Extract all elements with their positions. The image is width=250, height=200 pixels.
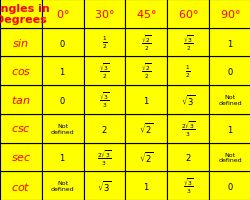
Text: $1$: $1$ <box>59 66 66 77</box>
Bar <box>42 0 83 29</box>
Bar <box>125 29 167 57</box>
Text: $sin$: $sin$ <box>12 37 29 49</box>
Text: $0$: $0$ <box>59 37 66 48</box>
Text: $\frac{\sqrt{3}}{3}$: $\frac{\sqrt{3}}{3}$ <box>99 90 110 110</box>
Text: $\frac{1}{2}$: $\frac{1}{2}$ <box>185 63 190 80</box>
Bar <box>83 171 125 200</box>
Bar <box>0 143 42 171</box>
Text: $\frac{2\sqrt{3}}{3}$: $\frac{2\sqrt{3}}{3}$ <box>97 148 112 167</box>
Bar <box>208 57 250 86</box>
Text: Not
defined: Not defined <box>51 180 74 191</box>
Text: $1$: $1$ <box>142 180 149 191</box>
Bar <box>83 114 125 143</box>
Bar <box>167 86 208 114</box>
Text: $\frac{\sqrt{3}}{2}$: $\frac{\sqrt{3}}{2}$ <box>182 33 193 52</box>
Bar <box>83 86 125 114</box>
Bar <box>0 57 42 86</box>
Text: $cot$: $cot$ <box>11 180 30 192</box>
Bar <box>167 171 208 200</box>
Bar <box>167 29 208 57</box>
Bar <box>0 171 42 200</box>
Bar <box>42 29 83 57</box>
Bar <box>125 86 167 114</box>
Text: $30°$: $30°$ <box>94 8 114 20</box>
Text: $\frac{\sqrt{2}}{2}$: $\frac{\sqrt{2}}{2}$ <box>140 33 151 52</box>
Bar <box>167 0 208 29</box>
Text: $45°$: $45°$ <box>136 8 156 20</box>
Bar <box>125 57 167 86</box>
Bar <box>0 29 42 57</box>
Text: $csc$: $csc$ <box>11 124 31 134</box>
Text: $cos$: $cos$ <box>11 66 31 76</box>
Text: $\frac{\sqrt{3}}{2}$: $\frac{\sqrt{3}}{2}$ <box>99 62 110 81</box>
Bar <box>83 0 125 29</box>
Bar <box>167 114 208 143</box>
Bar <box>125 143 167 171</box>
Bar <box>208 86 250 114</box>
Bar <box>0 114 42 143</box>
Text: $0°$: $0°$ <box>56 8 69 20</box>
Bar <box>0 86 42 114</box>
Bar <box>208 0 250 29</box>
Text: Not
defined: Not defined <box>51 123 74 134</box>
Bar <box>42 114 83 143</box>
Text: $tan$: $tan$ <box>11 94 30 106</box>
Bar <box>83 57 125 86</box>
Text: $2$: $2$ <box>184 152 191 163</box>
Text: $\sqrt{3}$: $\sqrt{3}$ <box>97 178 112 193</box>
Bar <box>167 143 208 171</box>
Bar <box>125 0 167 29</box>
Text: $\frac{1}{2}$: $\frac{1}{2}$ <box>101 35 107 51</box>
Bar <box>83 29 125 57</box>
Bar <box>208 171 250 200</box>
Bar <box>42 57 83 86</box>
Text: $\sqrt{2}$: $\sqrt{2}$ <box>138 121 153 136</box>
Bar <box>125 114 167 143</box>
Bar <box>125 171 167 200</box>
Text: $1$: $1$ <box>142 95 149 105</box>
Text: $2$: $2$ <box>101 123 107 134</box>
Text: $\frac{\sqrt{3}}{3}$: $\frac{\sqrt{3}}{3}$ <box>182 176 193 195</box>
Bar <box>208 143 250 171</box>
Text: Angles in
Degrees: Angles in Degrees <box>0 4 50 25</box>
Text: $\sqrt{2}$: $\sqrt{2}$ <box>138 150 153 164</box>
Text: $90°$: $90°$ <box>219 8 240 20</box>
Text: $1$: $1$ <box>226 37 232 48</box>
Bar <box>208 29 250 57</box>
Text: $1$: $1$ <box>226 123 232 134</box>
Text: $0$: $0$ <box>226 66 232 77</box>
Text: $\frac{\sqrt{2}}{2}$: $\frac{\sqrt{2}}{2}$ <box>140 62 151 81</box>
Text: $\sqrt{3}$: $\sqrt{3}$ <box>180 93 195 107</box>
Bar <box>42 171 83 200</box>
Bar <box>83 143 125 171</box>
Bar <box>42 143 83 171</box>
Bar <box>208 114 250 143</box>
Text: $\frac{2\sqrt{3}}{3}$: $\frac{2\sqrt{3}}{3}$ <box>180 119 195 138</box>
Text: $0$: $0$ <box>59 95 66 105</box>
Text: Not
defined: Not defined <box>218 95 241 105</box>
Text: Not
defined: Not defined <box>218 152 241 163</box>
Text: $60°$: $60°$ <box>177 8 198 20</box>
Text: $0$: $0$ <box>226 180 232 191</box>
Text: $sec$: $sec$ <box>10 152 31 162</box>
Bar <box>167 57 208 86</box>
Text: $1$: $1$ <box>59 152 66 163</box>
Bar <box>0 0 42 29</box>
Bar <box>42 86 83 114</box>
